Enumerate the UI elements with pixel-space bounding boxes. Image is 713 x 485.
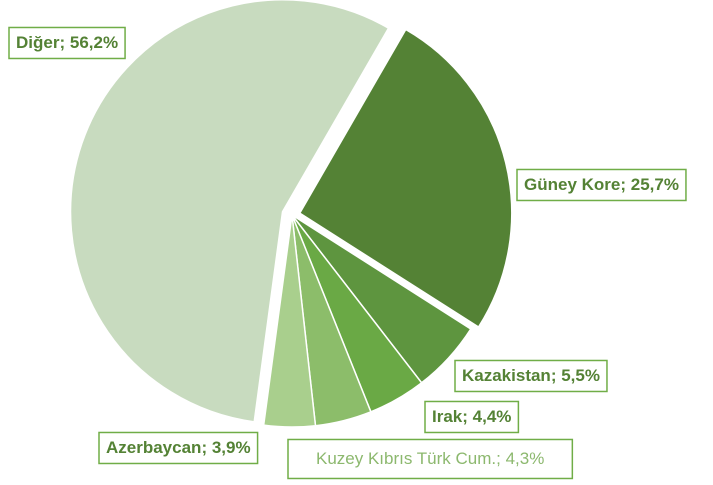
label-category: Diğer <box>16 33 60 52</box>
data-label: Azerbaycan; 3,9% <box>98 431 259 465</box>
label-value: 25,7% <box>631 175 679 194</box>
label-box <box>98 431 259 465</box>
pie-slice <box>69 0 390 423</box>
label-category: Irak <box>432 407 463 426</box>
pie-slice <box>262 214 317 428</box>
pie-slice <box>298 28 513 329</box>
label-value: 5,5% <box>561 366 600 385</box>
data-label: Irak; 4,4% <box>424 400 520 434</box>
label-box <box>287 438 574 480</box>
label-value: 3,9% <box>212 438 251 457</box>
label-category: Kuzey Kıbrıs Türk Cum. <box>316 449 496 468</box>
data-label: Kazakistan; 5,5% <box>454 359 608 393</box>
label-value: 56,2% <box>70 33 118 52</box>
label-category: Güney Kore <box>524 175 620 194</box>
data-label: Güney Kore; 25,7% <box>516 168 687 202</box>
data-label: Diğer; 56,2% <box>8 26 126 60</box>
label-box <box>424 400 520 434</box>
label-category: Kazakistan <box>462 366 551 385</box>
label-category: Azerbaycan <box>106 438 201 457</box>
label-text: Azerbaycan; 3,9% <box>106 438 251 457</box>
label-text: Güney Kore; 25,7% <box>524 175 679 194</box>
label-separator: ; <box>59 33 69 52</box>
label-separator: ; <box>496 449 505 468</box>
data-label: Kuzey Kıbrıs Türk Cum.; 4,3% <box>287 438 574 480</box>
label-box <box>454 359 608 393</box>
label-value: 4,4% <box>473 407 512 426</box>
label-text: Kuzey Kıbrıs Türk Cum.; 4,3% <box>316 449 544 468</box>
label-separator: ; <box>462 407 472 426</box>
label-text: Kazakistan; 5,5% <box>462 366 600 385</box>
label-box <box>516 168 687 202</box>
label-separator: ; <box>201 438 211 457</box>
label-separator: ; <box>551 366 561 385</box>
label-separator: ; <box>620 175 630 194</box>
label-value: 4,3% <box>506 449 545 468</box>
label-text: Irak; 4,4% <box>432 407 511 426</box>
label-box <box>8 26 126 60</box>
label-text: Diğer; 56,2% <box>16 33 118 52</box>
